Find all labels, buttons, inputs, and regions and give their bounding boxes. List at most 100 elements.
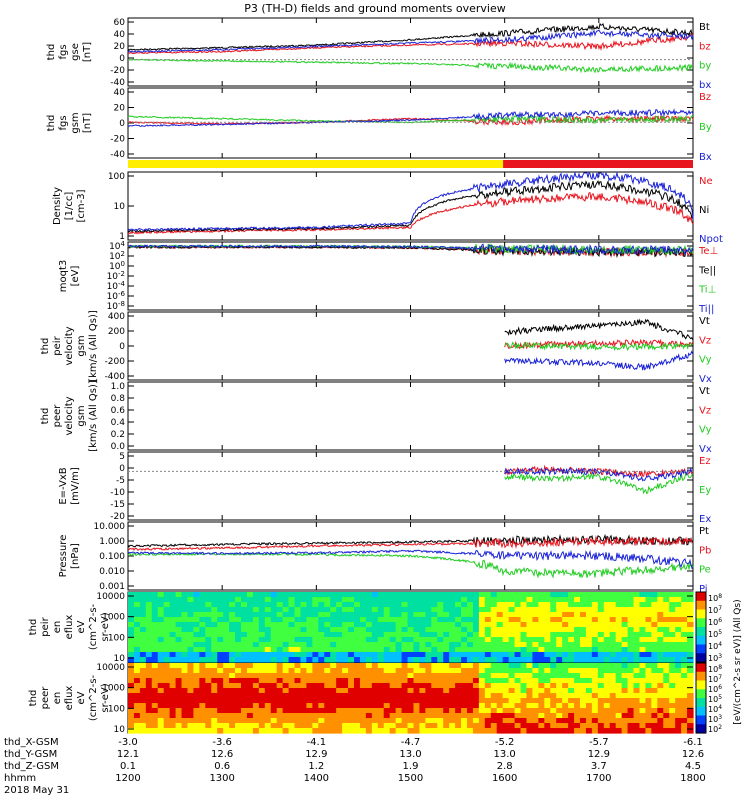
y-tick-label: 1000 (102, 613, 125, 623)
colorbar-tick-label: 107 (708, 605, 722, 615)
heatmap-cell (568, 683, 575, 689)
heatmap-cell (330, 683, 337, 689)
heatmap-cell (145, 602, 153, 608)
heatmap-cell (609, 647, 617, 653)
heatmap-cell (443, 713, 450, 719)
heatmap-cell (585, 597, 593, 603)
y-axis-label: peer (52, 404, 63, 428)
heatmap-cell (484, 642, 492, 648)
heatmap-cell (431, 723, 438, 729)
heatmap-cell (532, 637, 539, 643)
heatmap-cell (169, 688, 177, 694)
heatmap-cell (359, 657, 367, 663)
y-axis-label: gsm (76, 335, 87, 356)
y-tick-label: 1000 (102, 684, 125, 694)
heatmap-cell (484, 597, 492, 603)
heatmap-cell (276, 612, 284, 618)
legend-ex: Ex (699, 514, 711, 525)
colorbar-tick-label: 108 (708, 593, 722, 603)
heatmap-cell (407, 693, 415, 699)
heatmap-cell (276, 693, 284, 699)
heatmap-cell (187, 728, 195, 734)
heatmap-cell (425, 723, 432, 729)
heatmap-cell (687, 607, 694, 613)
heatmap-cell (562, 622, 569, 628)
heatmap-cell (467, 678, 474, 684)
heatmap-cell (520, 617, 528, 623)
heatmap-cell (235, 723, 242, 729)
series-bx (127, 108, 694, 127)
heatmap-cell (425, 652, 432, 658)
heatmap-cell (585, 627, 593, 633)
heatmap-cell (467, 627, 474, 633)
heatmap-cell (294, 728, 302, 734)
heatmap-cell (615, 683, 623, 689)
heatmap-cell (157, 683, 165, 689)
heatmap-cell (574, 663, 581, 669)
heatmap-cell (354, 698, 361, 704)
heatmap-cell (478, 652, 486, 658)
heatmap-cell (128, 642, 135, 648)
heatmap-cell (205, 652, 212, 658)
heatmap-cell (389, 693, 397, 699)
heatmap-cell (199, 713, 206, 719)
heatmap-cell (419, 652, 426, 658)
heatmap-cell (282, 668, 290, 674)
heatmap-cell (669, 708, 676, 714)
heatmap-cell (282, 683, 290, 689)
heatmap-cell (633, 718, 641, 724)
heatmap-cell (645, 728, 652, 734)
heatmap-cell (425, 678, 432, 684)
heatmap-cell (395, 693, 403, 699)
y-tick-label: 20 (114, 104, 126, 114)
heatmap-cell (217, 607, 224, 613)
heatmap-cell (342, 673, 349, 679)
heatmap-cell (139, 683, 147, 689)
heatmap-cell (401, 718, 409, 724)
heatmap-cell (223, 597, 230, 603)
heatmap-cell (169, 663, 177, 669)
heatmap-cell (651, 592, 658, 598)
heatmap-cell (252, 728, 260, 734)
heatmap-cell (217, 723, 224, 729)
heatmap-cell (639, 668, 647, 674)
y-tick-label: 60 (114, 18, 126, 28)
heatmap-cell (383, 678, 391, 684)
heatmap-cell (609, 683, 617, 689)
heatmap-cell (235, 642, 242, 648)
heatmap-cell (163, 637, 171, 643)
heatmap-cell (645, 718, 652, 724)
heatmap-cell (151, 637, 159, 643)
heatmap-cell (615, 647, 623, 653)
y-tick-label: 0.2 (111, 430, 125, 440)
heatmap-cell (413, 703, 421, 709)
heatmap-cell (348, 678, 355, 684)
heatmap-cell (621, 607, 629, 613)
heatmap-cell (175, 642, 183, 648)
colorbar-cell (696, 621, 706, 625)
heatmap-cell (211, 708, 218, 714)
heatmap-cell (651, 703, 658, 709)
heatmap-cell (211, 642, 218, 648)
heatmap-cell (407, 637, 415, 643)
heatmap-cell (276, 632, 284, 638)
heatmap-cell (663, 637, 670, 643)
heatmap-cell (365, 688, 373, 694)
heatmap-cell (371, 683, 379, 689)
y-tick-label: 1.0 (111, 382, 126, 392)
heatmap-cell (365, 678, 373, 684)
heatmap-cell (472, 647, 480, 653)
heatmap-cell (675, 622, 682, 628)
heatmap-cell (205, 657, 212, 663)
heatmap-cell (467, 642, 474, 648)
heatmap-cell (675, 688, 682, 694)
heatmap-cell (252, 647, 260, 653)
heatmap-cell (371, 622, 379, 628)
heatmap-cell (193, 673, 200, 679)
heatmap-cell (597, 602, 605, 608)
heatmap-cell (449, 698, 456, 704)
heatmap-cell (431, 718, 438, 724)
heatmap-cell (157, 708, 165, 714)
heatmap-cell (211, 592, 218, 598)
heatmap-cell (324, 652, 331, 658)
